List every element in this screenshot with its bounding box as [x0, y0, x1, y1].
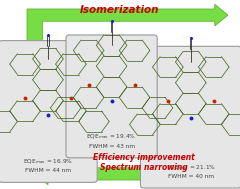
FancyBboxPatch shape — [0, 41, 97, 182]
Polygon shape — [35, 147, 236, 185]
Polygon shape — [27, 4, 228, 45]
Text: FWHM = 40 nm: FWHM = 40 nm — [168, 174, 214, 179]
Text: EQE$_{max}$ = 21.1%: EQE$_{max}$ = 21.1% — [166, 163, 216, 172]
Text: Spectrum narrowing: Spectrum narrowing — [100, 163, 188, 172]
FancyBboxPatch shape — [66, 35, 157, 158]
Text: FWHM = 44 nm: FWHM = 44 nm — [25, 168, 71, 173]
Text: Efficiency improvement: Efficiency improvement — [93, 153, 195, 162]
FancyBboxPatch shape — [140, 46, 240, 188]
Text: Isomerization: Isomerization — [80, 5, 160, 15]
Text: EQE$_{max}$ = 19.4%: EQE$_{max}$ = 19.4% — [86, 133, 137, 141]
Text: EQE$_{max}$ = 16.9%: EQE$_{max}$ = 16.9% — [23, 157, 73, 166]
Text: FWHM = 43 nm: FWHM = 43 nm — [89, 144, 135, 149]
